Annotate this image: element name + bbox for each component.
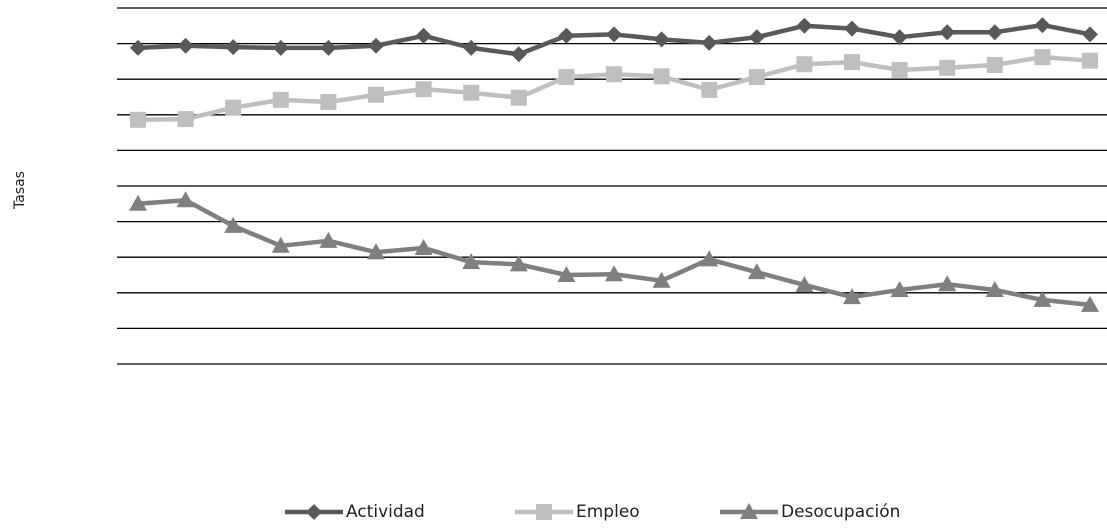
point-marker: [368, 37, 384, 54]
point-marker: [891, 61, 908, 78]
legend-label: Desocupación: [781, 502, 900, 522]
point-marker: [177, 37, 194, 54]
point-marker: [938, 275, 957, 292]
point-marker: [225, 99, 242, 116]
legend-marker: [306, 504, 322, 520]
point-marker: [558, 69, 575, 86]
point-marker: [130, 111, 146, 128]
point-marker: [271, 236, 290, 253]
point-marker: [700, 250, 719, 267]
point-marker: [462, 253, 481, 270]
point-marker: [653, 68, 670, 85]
point-marker: [606, 26, 622, 43]
point-marker: [225, 39, 242, 56]
point-marker: [986, 56, 1003, 73]
point-marker: [843, 288, 861, 305]
point-marker: [890, 280, 909, 297]
point-marker: [510, 89, 527, 106]
point-marker: [1034, 17, 1051, 34]
point-marker: [986, 24, 1003, 41]
point-marker: [891, 29, 908, 46]
point-marker: [415, 81, 432, 98]
point-marker: [367, 243, 385, 260]
legend-label: Empleo: [576, 502, 640, 522]
point-marker: [1082, 52, 1098, 69]
point-marker: [701, 81, 718, 98]
legend-label: Actividad: [346, 502, 425, 522]
point-marker: [985, 280, 1004, 297]
point-marker: [176, 191, 195, 208]
point-marker: [844, 54, 860, 71]
point-marker: [557, 266, 576, 282]
point-marker: [748, 69, 765, 86]
point-marker: [320, 93, 337, 110]
point-marker: [463, 39, 480, 56]
point-marker: [130, 39, 146, 56]
point-marker: [939, 24, 956, 41]
point-marker: [558, 27, 575, 44]
point-marker: [415, 27, 432, 44]
point-marker: [796, 56, 813, 73]
legend-marker: [740, 503, 758, 519]
point-marker: [844, 20, 860, 37]
point-marker: [177, 111, 194, 128]
point-marker: [652, 271, 671, 288]
point-marker: [272, 39, 289, 56]
point-marker: [701, 34, 718, 51]
point-marker: [510, 46, 527, 63]
point-marker: [368, 86, 384, 103]
point-marker: [414, 238, 433, 255]
point-marker: [319, 231, 338, 248]
point-marker: [939, 59, 956, 76]
point-marker: [605, 265, 623, 282]
point-marker: [1034, 49, 1051, 66]
point-marker: [796, 17, 813, 34]
point-marker: [747, 263, 766, 280]
point-marker: [1081, 295, 1099, 312]
point-marker: [272, 91, 289, 108]
point-marker: [320, 39, 337, 56]
point-marker: [463, 84, 480, 101]
point-marker: [129, 194, 147, 211]
point-marker: [606, 66, 622, 83]
point-marker: [509, 255, 528, 272]
y-axis-label: Tasas: [12, 171, 28, 210]
point-marker: [795, 275, 814, 292]
point-marker: [653, 31, 670, 48]
legend-marker: [536, 504, 552, 520]
point-marker: [1082, 26, 1098, 43]
point-marker: [748, 29, 765, 46]
point-marker: [1033, 290, 1052, 307]
point-marker: [224, 216, 243, 233]
